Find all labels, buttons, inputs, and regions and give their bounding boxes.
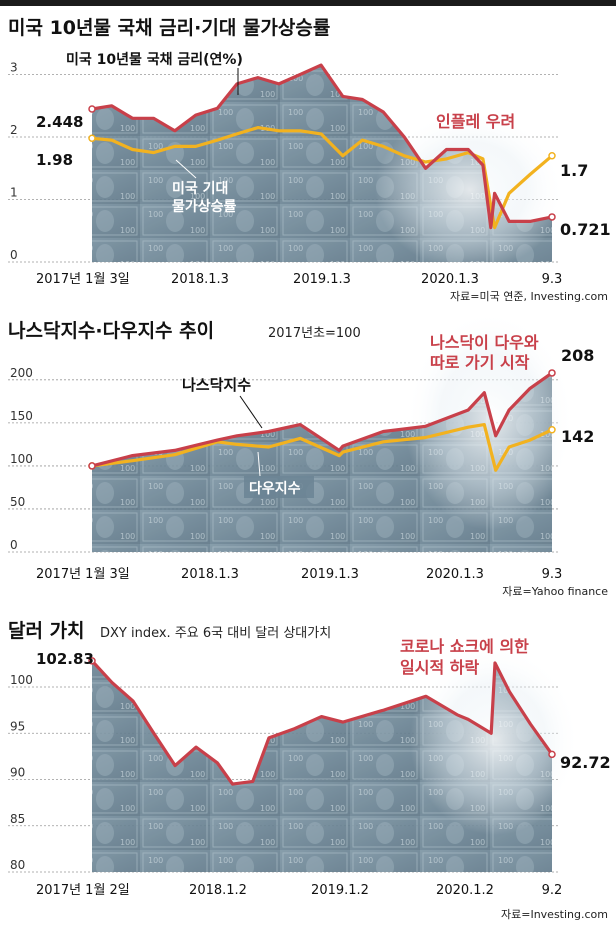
series-0-end-point <box>548 213 556 221</box>
chart3-annotation-2: 일시적 하락 <box>400 658 479 677</box>
series-1-end-point <box>548 426 556 434</box>
series-0-start-point <box>88 105 96 113</box>
x-tick-label: 2017년 1월 3일 <box>36 567 130 582</box>
x-tick-label: 2019.1.3 <box>301 567 359 582</box>
series-line-1 <box>90 423 554 472</box>
y-tick-label: 150 <box>10 409 33 423</box>
y-tick-label: 1 <box>10 186 18 200</box>
chart1-start-breakeven: 1.98 <box>36 151 73 169</box>
y-tick-label: 0 <box>10 248 18 262</box>
chart3-source: 자료=Investing.com <box>501 908 608 921</box>
chart3-y-ticks: 80 85 90 95 100 <box>10 673 33 872</box>
y-tick-label: 90 <box>10 766 25 780</box>
chart2-end-nasdaq: 208 <box>561 346 594 365</box>
y-tick-label: 2 <box>10 123 18 137</box>
series-line-1 <box>90 125 554 230</box>
money-texture-area <box>92 372 552 552</box>
series-0-end-point <box>548 369 556 377</box>
chart1-series-label-breakeven-1: 미국 기대 <box>172 181 228 197</box>
top-rule <box>0 0 616 6</box>
chart3-end-value: 92.72 <box>560 753 611 772</box>
x-tick-label: 2018.1.3 <box>171 272 229 287</box>
series-line-0 <box>90 63 554 230</box>
chart2-end-dow: 142 <box>561 427 594 446</box>
chart3-title: 달러 가치 <box>8 620 85 642</box>
chart1-money-background <box>92 65 565 270</box>
chart3-start-value: 102.83 <box>36 650 94 668</box>
chart2-title: 나스닥지수·다우지수 추이 <box>8 320 214 342</box>
series-0-start-point <box>88 657 96 665</box>
chart1-series-label-breakeven-2: 물가상승률 <box>172 198 237 215</box>
chart1-title: 미국 10년물 국채 금리·기대 물가상승률 <box>8 17 330 39</box>
series-line-0 <box>90 371 554 468</box>
x-tick-label: 2017년 1월 2일 <box>36 883 130 898</box>
chart2-source: 자료=Yahoo finance <box>502 585 608 598</box>
series-1-start-point <box>88 134 96 142</box>
y-tick-label: 50 <box>10 495 25 509</box>
x-tick-label: 2020.1.3 <box>426 567 484 582</box>
highlight-glow <box>410 645 580 835</box>
chart1-lines <box>88 63 556 230</box>
chart1-source: 자료=미국 연준, Investing.com <box>450 290 608 303</box>
chart3-lines <box>88 657 556 786</box>
chart3-money-background <box>92 645 580 872</box>
chart1-end-rate: 0.721 <box>560 220 611 239</box>
x-tick-label: 2019.1.2 <box>311 883 369 898</box>
x-tick-label: 2018.1.2 <box>189 883 247 898</box>
x-tick-label: 2019.1.3 <box>293 272 351 287</box>
chart1-end-breakeven: 1.7 <box>560 161 588 180</box>
x-tick-label: 9.3 <box>542 272 563 287</box>
y-tick-label: 100 <box>10 673 33 687</box>
y-tick-label: 0 <box>10 538 18 552</box>
chart1-x-ticks: 2017년 1월 3일 2018.1.3 2019.1.3 2020.1.3 9.3 <box>36 272 562 287</box>
series-line-0 <box>90 659 554 786</box>
y-tick-label: 80 <box>10 858 25 872</box>
chart1-leader-breakeven <box>175 159 197 179</box>
chart2-series-label-nasdaq: 나스닥지수 <box>182 376 251 394</box>
chart2-series-label-dow: 다우지수 <box>249 481 301 497</box>
y-tick-label: 3 <box>10 61 18 75</box>
x-tick-label: 2020.1.2 <box>436 883 494 898</box>
highlight-glow <box>375 110 565 270</box>
y-tick-label: 200 <box>10 366 33 380</box>
chart2-y-ticks: 0 50 100 150 200 <box>10 366 33 552</box>
series-0-start-point <box>88 462 96 470</box>
chart2-leader-nasdaq <box>239 395 263 429</box>
chart1-annotation: 인플레 우려 <box>436 112 515 131</box>
y-tick-label: 95 <box>10 719 25 733</box>
chart3-subtitle: DXY index. 주요 6국 대비 달러 상대가치 <box>100 626 331 641</box>
x-tick-label: 2020.1.3 <box>421 272 479 287</box>
chart2-annotation-1: 나스닥이 다우와 <box>430 333 539 352</box>
x-tick-label: 2017년 1월 3일 <box>36 272 130 287</box>
x-tick-label: 2018.1.3 <box>181 567 239 582</box>
chart1-start-rate: 2.448 <box>36 113 83 131</box>
chart2-subtitle: 2017년초=100 <box>268 326 361 341</box>
x-tick-label: 9.2 <box>542 883 563 898</box>
chart3-x-ticks: 2017년 1월 2일 2018.1.2 2019.1.2 2020.1.2 9.2 <box>36 883 562 898</box>
chart2-annotation-2: 따로 가기 시작 <box>430 353 530 372</box>
chart1-y-ticks: 0 1 2 3 <box>10 61 18 263</box>
series-0-end-point <box>548 750 556 759</box>
y-tick-label: 85 <box>10 812 25 826</box>
chart1-series-label-rate: 미국 10년물 국채 금리(연%) <box>66 52 243 68</box>
chart3-annotation-1: 코로나 쇼크에 의한 <box>400 637 529 656</box>
chart2-lines <box>88 369 556 472</box>
chart2-leader-dow <box>257 451 261 477</box>
series-1-end-point <box>548 152 556 160</box>
chart2-dow-label-bg <box>244 476 314 498</box>
x-tick-label: 9.3 <box>542 567 563 582</box>
y-tick-label: 100 <box>10 452 33 466</box>
chart2-x-ticks: 2017년 1월 3일 2018.1.3 2019.1.3 2020.1.3 9.3 <box>36 567 562 582</box>
